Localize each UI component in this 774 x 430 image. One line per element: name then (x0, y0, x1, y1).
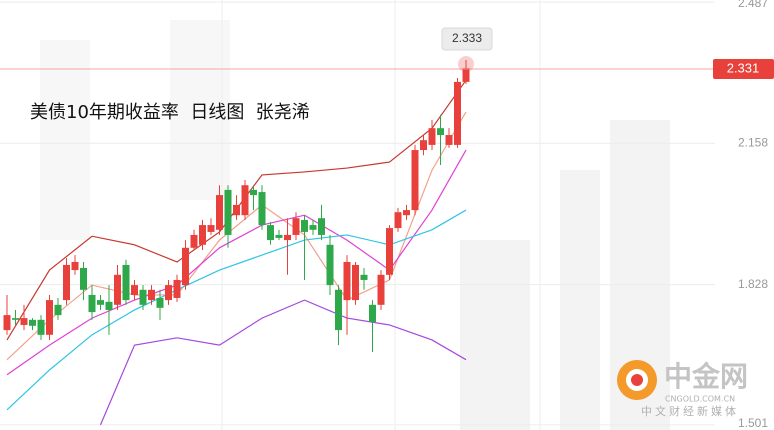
candle-body (37, 319, 45, 335)
candle-body (105, 301, 113, 310)
candle-body (156, 297, 164, 308)
candle-body (369, 304, 376, 322)
candle-body (267, 225, 274, 241)
candle-body (148, 289, 155, 301)
candle-body (377, 274, 385, 305)
y-tick-label: 1.828 (738, 277, 768, 291)
candle-body (199, 225, 206, 245)
candle-body (80, 267, 87, 290)
candle-body (131, 285, 138, 295)
watermark: 中金网 CNGOLD.COM.CN 中文财经新媒体 (617, 360, 748, 418)
candle-body (309, 225, 317, 230)
candle-body (54, 304, 62, 316)
candle-body (233, 204, 240, 216)
candle-body (437, 128, 444, 136)
watermark-slogan: 中文财经新媒体 (641, 404, 739, 418)
chart-title: 美债10年期收益率 日线图 张尧浠 (30, 102, 310, 123)
candle-body (386, 228, 393, 275)
candle-body (29, 319, 36, 326)
background-skyline (40, 20, 670, 430)
candle-body (326, 244, 334, 286)
last-price-box (713, 59, 774, 80)
candle-body (3, 315, 11, 331)
candles (3, 60, 470, 352)
building (40, 40, 90, 240)
candle-body (182, 247, 189, 286)
candle-body (46, 300, 53, 335)
candle-body (12, 318, 19, 320)
candle-body (360, 274, 368, 280)
candle-body (352, 264, 359, 301)
indicator-line (6, 111, 467, 361)
candle-body (250, 189, 257, 196)
indicator-line (6, 79, 467, 341)
candle-body (462, 68, 470, 82)
candle-body (454, 81, 461, 145)
candle-body (318, 218, 325, 235)
high-label: 2.333 (452, 31, 482, 45)
candle-body (122, 264, 130, 301)
indicator-line (6, 149, 467, 376)
candle-body (207, 225, 215, 232)
overlay: 2.331 2.333 (0, 27, 774, 80)
candle-body (241, 185, 249, 216)
candle-body (88, 294, 96, 313)
candle-body (97, 300, 104, 305)
watermark-site: CNGOLD.COM.CN (665, 395, 735, 404)
candle-body (411, 150, 419, 211)
candle-body (165, 285, 172, 301)
candle-body (258, 192, 266, 226)
candle-body (335, 289, 342, 331)
candle-body (428, 128, 436, 145)
candle-body (301, 219, 308, 232)
candle-body (63, 264, 70, 301)
candle-body (139, 289, 147, 305)
building (170, 20, 230, 200)
candle-body (114, 274, 121, 305)
last-price-label: 2.331 (727, 60, 760, 75)
candle-body (216, 195, 223, 230)
high-label-box (441, 27, 493, 51)
candle-body (292, 218, 300, 235)
indicator-lines (6, 79, 467, 426)
building (460, 240, 530, 430)
y-tick-label: 2.158 (738, 135, 768, 149)
building (560, 170, 600, 430)
candle-body (420, 140, 427, 151)
indicator-line (6, 209, 467, 411)
candle-body (275, 234, 283, 238)
candle-body (394, 212, 402, 229)
candle-body (403, 210, 410, 216)
y-tick-label: 1.501 (738, 416, 768, 430)
candle-body (445, 135, 453, 145)
candle-body (343, 261, 351, 301)
candle-body (71, 261, 79, 271)
candle-body (224, 189, 232, 235)
candle-body (173, 279, 181, 298)
candle-body (284, 234, 291, 241)
logo-core (631, 374, 643, 386)
indicator-line (99, 299, 467, 426)
high-glow (458, 56, 474, 73)
candle-body (190, 234, 198, 248)
y-tick-label: 2.487 (738, 0, 768, 10)
watermark-name: 中金网 (664, 360, 748, 393)
candle-body (20, 318, 28, 325)
